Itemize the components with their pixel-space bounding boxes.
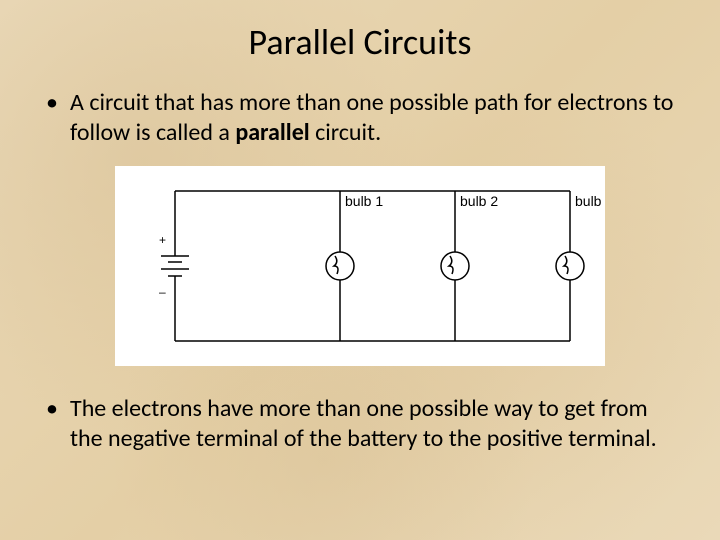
bullet-1-post: circuit.: [310, 118, 381, 147]
diagram-container: bulb 1 bulb 2 bulb 3 + –: [40, 166, 680, 366]
battery-plus-label: +: [159, 233, 166, 247]
bullet-2-pre: The electrons have more than one possibl…: [70, 394, 657, 453]
bulb-3-label: bulb 3: [575, 193, 605, 209]
bullet-1-text: A circuit that has more than one possibl…: [70, 88, 680, 148]
slide-title: Parallel Circuits: [40, 20, 680, 64]
bulb-1-label: bulb 1: [345, 193, 383, 209]
parallel-circuit-diagram: bulb 1 bulb 2 bulb 3 + –: [115, 166, 605, 366]
bullet-marker: •: [40, 88, 70, 148]
bullet-2: • The electrons have more than one possi…: [40, 394, 680, 454]
bullet-1: • A circuit that has more than one possi…: [40, 88, 680, 148]
circuit-svg: bulb 1 bulb 2 bulb 3 + –: [115, 166, 605, 366]
bullet-1-bold: parallel: [235, 118, 309, 147]
bullet-2-text: The electrons have more than one possibl…: [70, 394, 680, 454]
battery-minus-label: –: [159, 285, 166, 299]
bulb-2-label: bulb 2: [460, 193, 498, 209]
bullet-marker: •: [40, 394, 70, 454]
slide-body: Parallel Circuits • A circuit that has m…: [0, 0, 720, 540]
